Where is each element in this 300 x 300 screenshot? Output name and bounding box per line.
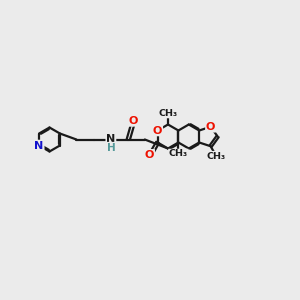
Text: O: O [206,122,215,132]
Text: H: H [106,142,115,153]
Text: CH₃: CH₃ [207,152,226,160]
Text: CH₃: CH₃ [158,109,178,118]
Text: O: O [153,125,162,136]
Text: N: N [34,140,44,151]
Text: O: O [145,150,154,160]
Text: O: O [128,116,137,126]
Text: CH₃: CH₃ [169,149,188,158]
Text: N: N [106,134,116,145]
